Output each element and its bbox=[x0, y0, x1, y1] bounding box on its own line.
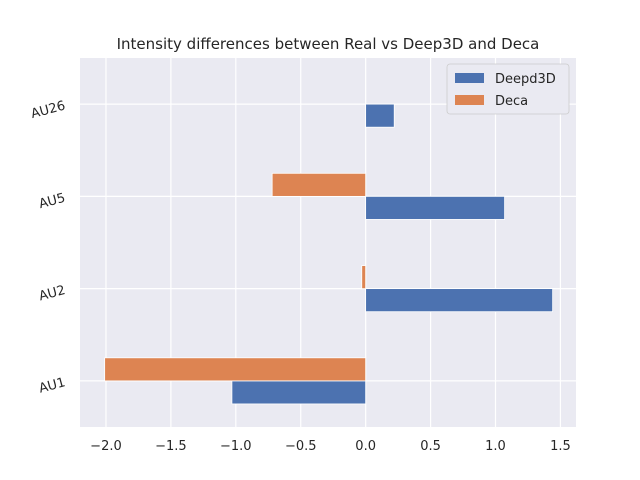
legend-label: Deca bbox=[495, 94, 528, 109]
y-tick-label: AU5 bbox=[37, 191, 67, 212]
x-axis-ticks: −2.0 −1.5 −1.0 −0.5 0.0 0.5 1.0 1.5 bbox=[90, 439, 571, 454]
bar-deepd3d-au5 bbox=[365, 195, 505, 220]
y-tick-label: AU2 bbox=[37, 283, 67, 304]
x-tick-label: −1.5 bbox=[155, 439, 187, 454]
bar-deca-au2 bbox=[361, 265, 367, 290]
bar-deca-au1 bbox=[104, 357, 367, 382]
x-tick-label: −0.5 bbox=[285, 439, 317, 454]
bar-deca-au5 bbox=[271, 172, 367, 197]
legend-swatch bbox=[455, 95, 484, 105]
bar-deepd3d-au2 bbox=[365, 288, 554, 313]
y-tick-label: AU26 bbox=[29, 98, 67, 122]
x-tick-label: −1.0 bbox=[220, 439, 252, 454]
x-tick-label: 0.5 bbox=[420, 439, 441, 454]
y-axis-ticks: AU1 AU2 AU5 AU26 bbox=[29, 98, 67, 396]
x-tick-label: 0.0 bbox=[355, 439, 376, 454]
bar-deepd3d-au1 bbox=[231, 380, 367, 405]
x-tick-label: −2.0 bbox=[90, 439, 122, 454]
legend-swatch bbox=[455, 73, 484, 83]
legend: Deepd3D Deca bbox=[446, 63, 570, 115]
y-tick-label: AU1 bbox=[37, 375, 67, 396]
x-tick-label: 1.0 bbox=[485, 439, 506, 454]
legend-label: Deepd3D bbox=[495, 72, 556, 87]
bars bbox=[104, 103, 554, 405]
chart-title: Intensity differences between Real vs De… bbox=[117, 35, 540, 53]
x-tick-label: 1.5 bbox=[550, 439, 571, 454]
bar-deepd3d-au26 bbox=[365, 103, 395, 128]
